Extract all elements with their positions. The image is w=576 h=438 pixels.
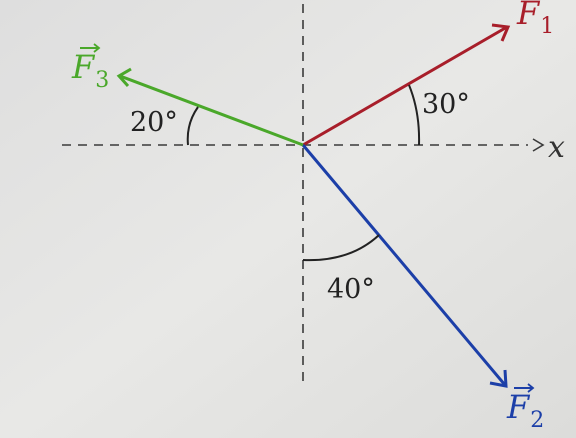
f3-label: F3 <box>71 48 109 93</box>
f1-label: F1 <box>516 0 554 39</box>
angle-label-20: 20° <box>130 107 178 138</box>
vector-f1: F1 <box>302 0 554 147</box>
x-axis-arrowhead <box>532 138 545 152</box>
angle-arc-40 <box>302 234 380 262</box>
f2-label: F2 <box>506 388 544 433</box>
f2-label-vector-bar-tip <box>527 383 535 393</box>
vector-f2: F2 <box>301 144 544 433</box>
x-axis-label: x <box>548 130 565 165</box>
angle-label-40: 40° <box>327 274 375 305</box>
f2-shaft <box>301 144 507 386</box>
angle-arc-20 <box>186 106 199 146</box>
vector-f3: F3 <box>71 43 304 147</box>
f1-arrowhead <box>491 23 511 42</box>
angle-arc-30 <box>408 84 421 146</box>
f1-shaft <box>302 25 508 147</box>
angle-label-30: 30° <box>422 89 470 120</box>
f2-arrowhead <box>489 369 508 388</box>
f3-arrowhead <box>116 67 132 88</box>
f3-shaft <box>119 74 304 147</box>
f3-label-vector-bar-tip <box>93 43 101 53</box>
